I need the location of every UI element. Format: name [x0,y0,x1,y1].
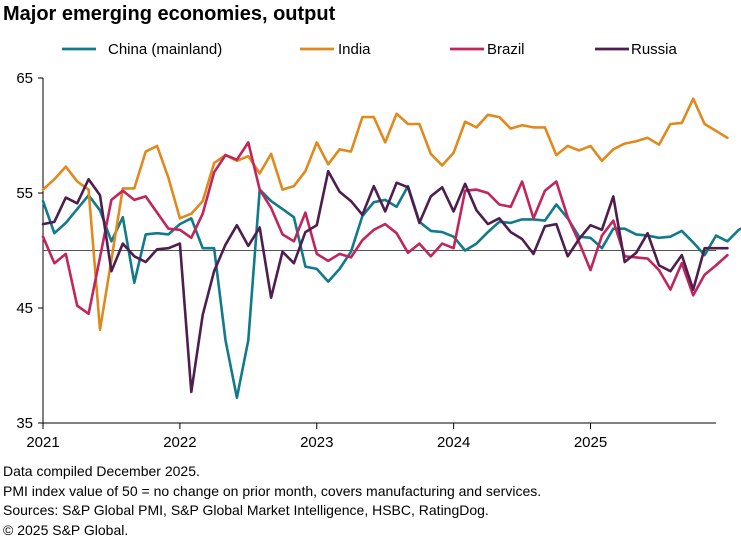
footnote-pmi-definition: PMI index value of 50 = no change on pri… [3,482,542,499]
chart-title: Major emerging economies, output [3,3,336,25]
y-tick-label: 55 [16,185,33,202]
footnote-copyright: © 2025 S&P Global. [3,521,129,538]
footnote-data-compiled: Data compiled December 2025. [3,463,200,479]
x-tick-label: 2022 [163,434,196,451]
footnotes: Data compiled December 2025. PMI index v… [3,462,541,540]
legend-label: Brazil [487,41,525,58]
legend-label: Russia [631,41,678,58]
footnote-sources: Sources: S&P Global PMI, S&P Global Mark… [3,502,489,518]
legend-label: China (mainland) [108,41,222,58]
series-line [41,97,729,332]
x-tick-label: 2021 [26,434,59,451]
x-tick-label: 2025 [574,434,607,451]
series-line [41,169,729,394]
series-line [41,184,741,400]
y-tick-label: 45 [16,300,33,317]
line-chart: 35 45 55 65 2021 2022 2023 2024 2025 China (mainl… [16,41,741,451]
series-line [41,141,729,316]
x-tick-label: 2023 [300,434,333,451]
x-tick-label: 2024 [437,434,470,451]
y-tick-label: 65 [16,70,33,87]
y-tick-label: 35 [16,415,33,432]
legend-label: India [338,41,371,58]
